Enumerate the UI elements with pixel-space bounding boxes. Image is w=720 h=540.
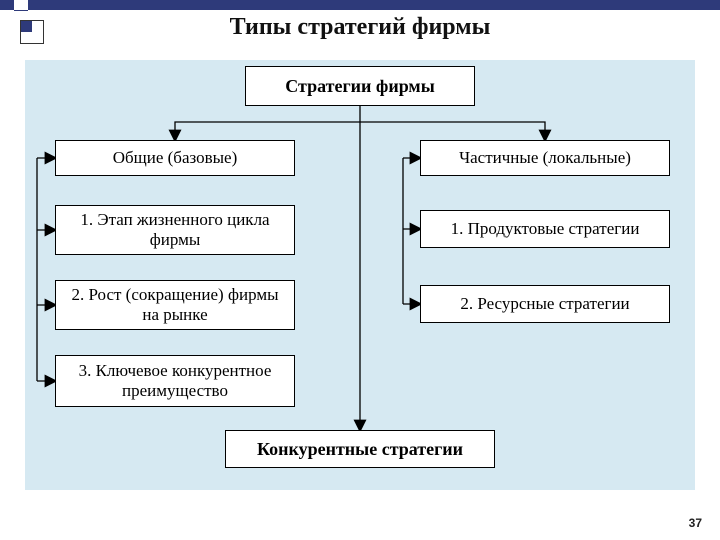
slide-title: Типы стратегий фирмы (0, 14, 720, 41)
diagram-arrows (25, 60, 695, 490)
page-number: 37 (689, 516, 702, 530)
header-bar (0, 0, 720, 10)
node-right0: Частичные (локальные) (420, 140, 670, 176)
node-root: Стратегии фирмы (245, 66, 475, 106)
node-left2: 2. Рост (сокращение) фирмы на рынке (55, 280, 295, 330)
node-left0: Общие (базовые) (55, 140, 295, 176)
diagram-canvas: Стратегии фирмы Общие (базовые) Частичные … (25, 60, 695, 490)
node-left3: 3. Ключевое конкурентное преимущество (55, 355, 295, 407)
node-right2: 2. Ресурсные стратегии (420, 285, 670, 323)
node-right1: 1. Продуктовые стратегии (420, 210, 670, 248)
node-left1: 1. Этап жизненного цикла фирмы (55, 205, 295, 255)
node-bottom: Конкурентные стратегии (225, 430, 495, 468)
slide: Типы стратегий фирмы Стратегии фирмы Общи… (0, 0, 720, 540)
